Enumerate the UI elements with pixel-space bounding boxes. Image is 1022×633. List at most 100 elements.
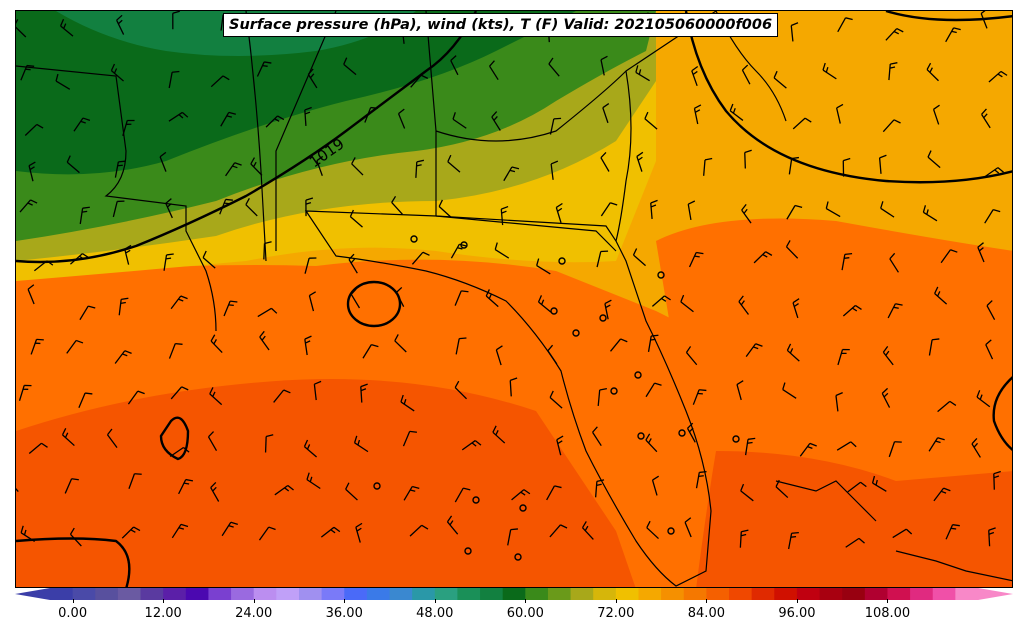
wind-barb <box>121 526 141 539</box>
colorbar-segment <box>842 588 866 600</box>
wind-barb <box>61 428 75 447</box>
calm-wind-marker <box>460 241 468 249</box>
wind-barb <box>945 27 961 43</box>
wind-barb <box>127 390 145 405</box>
wind-barb <box>988 70 1008 83</box>
colorbar-segment <box>117 588 142 600</box>
colorbar-tick-label: 48.00 <box>416 606 454 621</box>
wind-barb <box>680 294 694 313</box>
wind-barb <box>350 288 361 309</box>
wind-barb <box>305 197 314 217</box>
colorbar-tick-mark <box>72 599 74 603</box>
wind-barb <box>171 523 189 539</box>
wind-barb <box>353 435 369 453</box>
wind-barb <box>536 258 551 275</box>
wind-barb <box>494 242 510 259</box>
wind-barb <box>928 437 945 452</box>
wind-barb <box>745 343 763 358</box>
wind-barb <box>825 201 841 218</box>
wind-barb <box>980 11 988 29</box>
wind-barb <box>609 338 628 352</box>
colorbar-tick-label: 84.00 <box>687 606 725 621</box>
calm-wind-marker <box>657 271 665 279</box>
wind-barb <box>729 103 744 121</box>
wind-barb <box>632 248 646 267</box>
wind-barb <box>320 526 341 538</box>
wind-barb <box>112 200 125 218</box>
wind-barb <box>69 253 89 265</box>
wind-barb <box>351 157 364 176</box>
calm-wind-marker <box>637 432 645 440</box>
wind-barb <box>928 338 940 356</box>
wind-barb <box>304 257 317 274</box>
wind-barb <box>684 517 692 538</box>
wind-barb <box>596 250 609 268</box>
wind-barb <box>842 157 851 177</box>
wind-barb <box>66 155 80 174</box>
wind-barb <box>650 199 658 219</box>
wind-barb <box>602 103 610 124</box>
wind-barb <box>170 386 189 400</box>
wind-barb <box>209 387 223 406</box>
wind-barb <box>225 162 242 177</box>
wind-barb <box>16 479 19 492</box>
wind-barb <box>786 343 800 362</box>
wind-barb <box>927 150 941 169</box>
wind-barb <box>600 202 618 217</box>
wind-barb <box>313 380 322 401</box>
wind-barb <box>597 388 607 406</box>
georgia-florida-border <box>435 215 617 252</box>
wind-barb <box>503 166 520 182</box>
georgia-south-carolina-border <box>435 11 717 142</box>
wind-barb <box>18 384 32 401</box>
wind-barb <box>223 300 238 317</box>
colorbar-tick-mark <box>434 599 436 603</box>
calm-wind-marker <box>610 387 618 395</box>
colorbar-tick-mark <box>344 599 346 603</box>
wind-barb <box>355 522 363 543</box>
wind-barb <box>306 472 321 490</box>
wind-barb <box>273 389 291 403</box>
wind-barb <box>581 521 594 540</box>
colorbar-segment <box>457 588 481 600</box>
wind-barb <box>792 117 812 130</box>
louisiana-mississippi-border <box>16 65 217 332</box>
wind-barb <box>549 117 562 135</box>
atlantic-coastline <box>615 70 632 242</box>
wind-barb <box>878 154 887 174</box>
wind-barb <box>932 104 940 125</box>
wind-barb <box>882 345 894 366</box>
wind-barb <box>685 346 698 366</box>
wind-barb <box>651 295 671 307</box>
calm-wind-marker <box>519 504 527 512</box>
wind-barb <box>889 252 899 273</box>
colorbar-segment <box>321 588 345 600</box>
colorbar-tick-label: 24.00 <box>235 606 273 621</box>
colorbar-segment <box>434 588 459 600</box>
wind-barb <box>28 161 36 182</box>
wind-barb <box>847 481 867 493</box>
wind-barb <box>926 62 939 82</box>
wind-barb <box>250 157 263 176</box>
wind-barb <box>549 524 568 538</box>
wind-barb <box>985 339 994 360</box>
wind-barb <box>79 206 90 225</box>
wind-barb <box>118 297 129 316</box>
wind-barb <box>447 154 461 173</box>
isobar-1019 <box>16 11 478 264</box>
isobar-north <box>885 11 1012 22</box>
wind-barb <box>400 394 415 412</box>
colorbar-segment <box>163 588 187 600</box>
wind-barb <box>168 70 180 89</box>
colorbar-segment <box>570 588 594 600</box>
calm-wind-marker <box>678 429 686 437</box>
wind-barb <box>549 390 563 409</box>
wind-barb <box>452 112 467 129</box>
wind-barb <box>604 299 612 320</box>
wind-barb <box>940 249 958 264</box>
wind-barb <box>945 524 960 540</box>
calm-wind-marker <box>732 435 740 443</box>
wind-barb <box>263 241 272 260</box>
wind-barb <box>349 209 363 228</box>
colorbar-segment <box>683 588 707 600</box>
